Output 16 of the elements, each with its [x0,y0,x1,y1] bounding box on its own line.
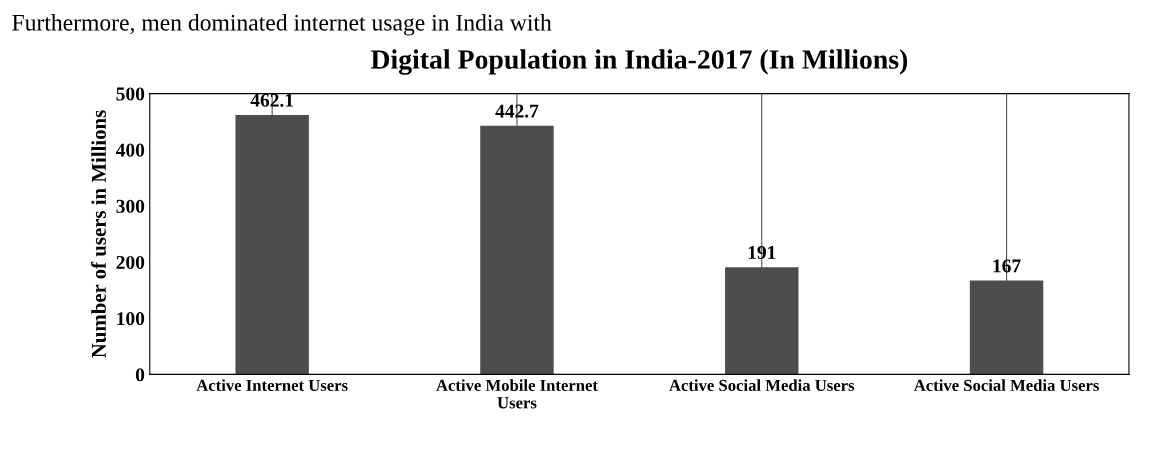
y-axis-title: Number of users in Millions [91,110,106,358]
x-tick-label: Active Social Media Users [913,379,1099,391]
y-tick-label: 400 [116,143,145,157]
data-label: 462.1 [250,93,294,107]
x-tick-label: Active Internet Users [196,379,348,391]
y-tick-label: 100 [117,312,145,326]
data-label: 442.7 [495,104,539,118]
y-tick-label: 0 [135,368,145,382]
y-tick-label: 500 [116,87,145,101]
chart-title: Digital Population in India-2017 (In Millions) [370,49,908,75]
y-tick-label: 200 [116,255,145,270]
y-tick-label: 300 [116,199,145,213]
text: Furthermore, men dominated internet usage in India with [12,14,552,36]
data-label: 191 [748,245,776,260]
x-tick-label: Active Mobile Internet Users [436,379,598,409]
x-tick-label: Active Social Media Users [669,379,855,391]
